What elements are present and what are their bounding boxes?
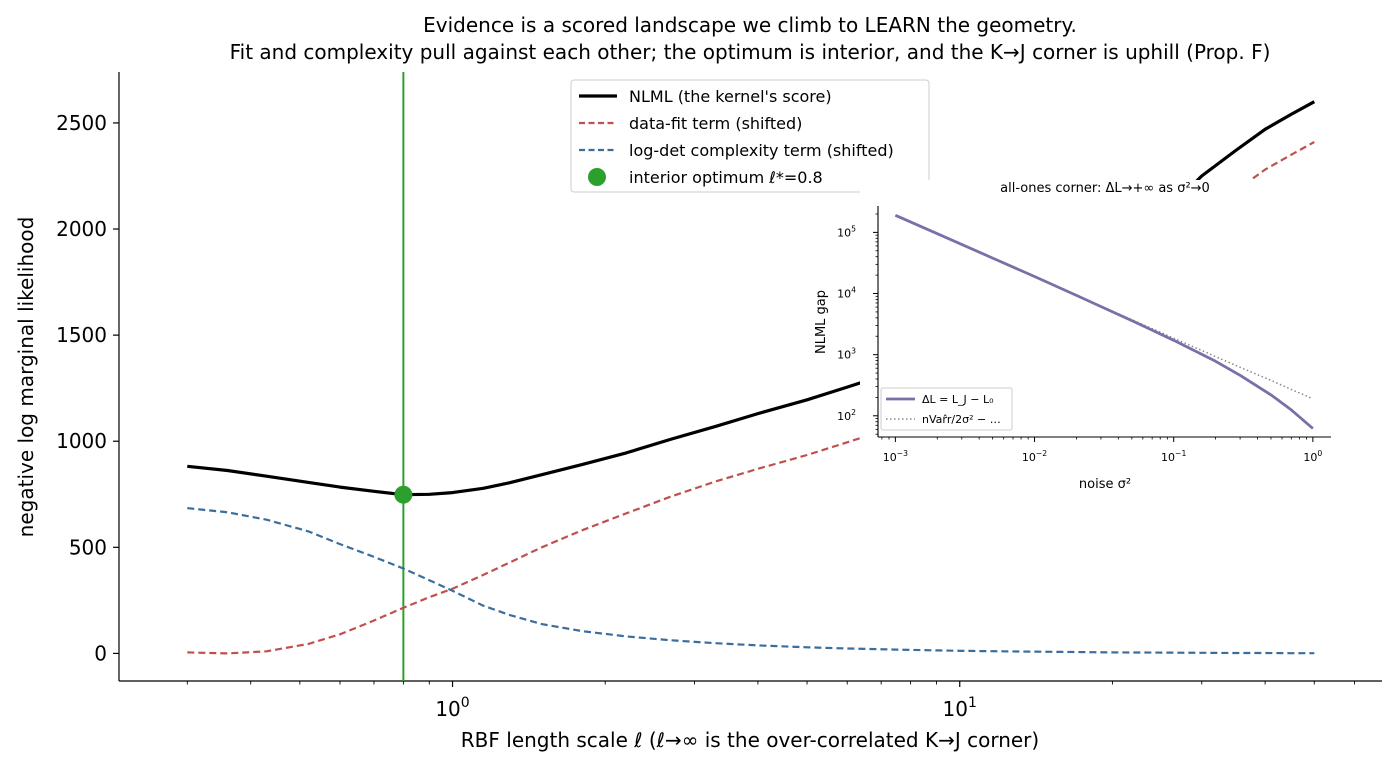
inset-y-tick-label: 102 [837,408,856,423]
chart-title: Evidence is a scored landscape we climb … [423,13,1077,37]
inset-y-tick-label: 105 [837,224,856,239]
y-tick-label: 500 [69,535,107,559]
series-line-complexity [187,507,1315,655]
x-tick-label: 101 [943,695,977,721]
y-tick-label: 1000 [56,429,107,453]
inset-axes: 10−3 10−2 10−1 100 102 103 104 105 [837,206,1331,464]
legend-label-nlml: NLML (the kernel's score) [629,87,832,106]
inset-background [860,180,1350,500]
inset-x-axis-label: noise σ² [1079,477,1131,492]
series-line-data-fit [187,141,1315,655]
legend: NLML (the kernel's score) data-fit term … [570,79,930,193]
inset-legend-label-asymptote: nVar̂r/2σ² − … [922,413,1001,426]
y-tick-label: 2000 [56,217,107,241]
main-axes: 0 500 1000 1500 2000 2500 100 101 [56,72,1382,721]
inset-legend-label-delta: ΔL = L_J − L₀ [922,393,994,406]
inset-series-line-delta [894,214,1314,430]
inset-chart: all-ones corner: ΔL→+∞ as σ²→0 10−3 10−2 1… [814,180,1350,500]
inset-y-tick-label: 103 [837,347,856,362]
inset-x-tick-label: 10−1 [1161,449,1186,464]
x-tick-label: 100 [435,695,469,721]
inset-y-axis-label: NLML gap [814,290,829,354]
inset-y-tick-label: 104 [837,286,856,301]
inset-x-tick-label: 100 [1303,449,1322,464]
legend-label-data-fit: data-fit term (shifted) [629,114,802,133]
inset-x-tick-label: 10−3 [883,449,908,464]
legend-label-complexity: log-det complexity term (shifted) [629,141,894,160]
y-tick-label: 1500 [56,323,107,347]
inset-x-tick-label: 10−2 [1022,449,1047,464]
legend-swatch-optimum [588,168,606,186]
inset-title: all-ones corner: ΔL→+∞ as σ²→0 [1000,181,1210,196]
chart-subtitle: Fit and complexity pull against each oth… [230,40,1271,64]
x-axis-label: RBF length scale ℓ (ℓ→∞ is the over-corr… [461,728,1039,752]
y-tick-label: 2500 [56,111,107,135]
y-tick-label: 0 [94,641,107,665]
legend-frame [570,79,930,193]
inset-series-layer [894,214,1314,430]
inset-legend: ΔL = L_J − L₀ nVar̂r/2σ² − … [880,387,1013,431]
y-axis-label: negative log marginal likelihood [14,217,38,538]
optimum-point [394,485,413,504]
legend-label-optimum: interior optimum ℓ*=0.8 [629,168,823,187]
